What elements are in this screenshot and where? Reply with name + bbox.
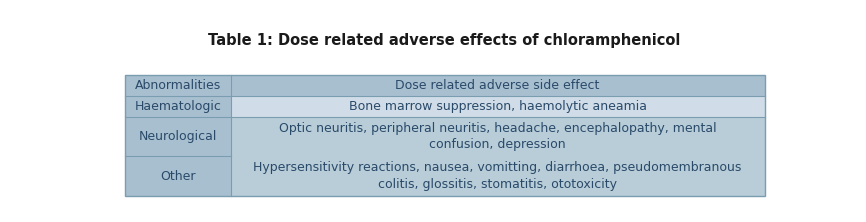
- Bar: [230, 75, 765, 96]
- Text: Bone marrow suppression, haemolytic aneamia: Bone marrow suppression, haemolytic anea…: [349, 100, 647, 113]
- Bar: [125, 75, 230, 196]
- Text: Neurological: Neurological: [139, 130, 217, 143]
- Text: Optic neuritis, peripheral neuritis, headache, encephalopathy, mental
confusion,: Optic neuritis, peripheral neuritis, hea…: [279, 122, 716, 151]
- Bar: [230, 96, 765, 117]
- Text: Haematologic: Haematologic: [134, 100, 221, 113]
- Text: Hypersensitivity reactions, nausea, vomitting, diarrhoea, pseudomembranous
colit: Hypersensitivity reactions, nausea, vomi…: [254, 161, 742, 191]
- Text: Abnormalities: Abnormalities: [135, 79, 221, 91]
- Text: Table 1: Dose related adverse effects of chloramphenicol: Table 1: Dose related adverse effects of…: [208, 34, 680, 48]
- Bar: [230, 117, 765, 196]
- Text: Dose related adverse side effect: Dose related adverse side effect: [396, 79, 600, 91]
- Text: Other: Other: [160, 170, 196, 182]
- Bar: [125, 75, 765, 196]
